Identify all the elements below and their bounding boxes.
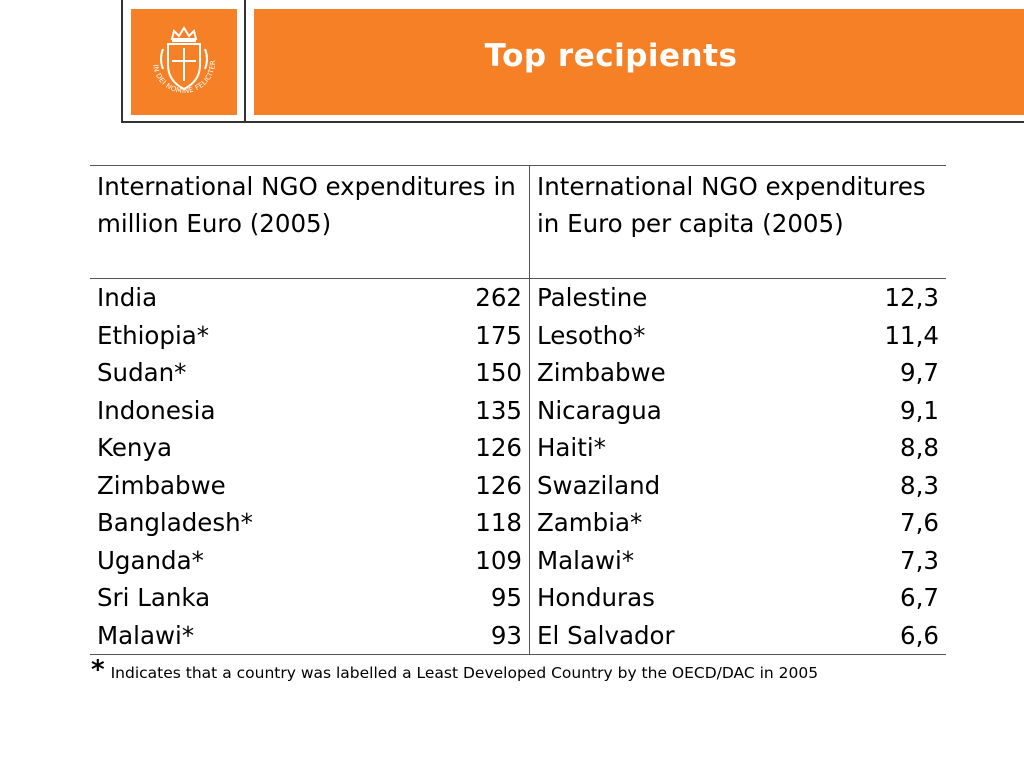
seal-icon: IN DEI NOMINE FELICITER bbox=[151, 26, 217, 95]
recipients-table: International NGO expenditures in millio… bbox=[90, 165, 946, 655]
header-frame bbox=[121, 0, 1024, 123]
table-row: Indonesia 135 Nicaragua 9,1 bbox=[90, 391, 946, 429]
left-country: Zimbabwe bbox=[97, 470, 226, 500]
right-value: 6,7 bbox=[900, 583, 939, 612]
table-row: Zimbabwe 126 Swaziland 8,3 bbox=[90, 466, 946, 504]
table-row: Sudan* 150 Zimbabwe 9,7 bbox=[90, 354, 946, 392]
table-header-row: International NGO expenditures in millio… bbox=[90, 165, 946, 279]
left-country: Sudan* bbox=[97, 358, 187, 387]
left-country: Malawi* bbox=[90, 616, 427, 655]
left-value: 109 bbox=[475, 545, 522, 575]
left-value: 118 bbox=[475, 508, 522, 537]
title-bar: Top recipients bbox=[254, 9, 1024, 115]
right-country: El Salvador bbox=[529, 616, 747, 655]
right-country: Zambia* bbox=[529, 504, 747, 542]
footnote-marker: * bbox=[91, 655, 105, 685]
left-value: 93 bbox=[427, 616, 530, 655]
table-row: India 262 Palestine 12,3 bbox=[90, 278, 946, 317]
right-value: 7,3 bbox=[900, 545, 939, 575]
table-row: Uganda* 109 Malawi* 7,3 bbox=[90, 541, 946, 579]
right-country: Zimbabwe bbox=[529, 354, 747, 392]
right-country: Malawi* bbox=[529, 541, 747, 579]
left-value: 126 bbox=[475, 433, 522, 462]
left-country: Sri Lanka bbox=[97, 583, 211, 612]
column-header-per-capita: International NGO expenditures in Euro p… bbox=[529, 165, 946, 279]
left-country: Ethiopia* bbox=[97, 320, 210, 350]
left-country: Bangladesh* bbox=[97, 508, 253, 537]
footnote-text: Indicates that a country was labelled a … bbox=[110, 664, 819, 682]
right-country: Honduras bbox=[529, 579, 747, 617]
left-country: Kenya bbox=[97, 433, 172, 462]
left-value: 95 bbox=[490, 583, 522, 612]
right-value: 8,8 bbox=[900, 433, 939, 462]
page-title: Top recipients bbox=[484, 38, 738, 74]
right-value: 7,6 bbox=[900, 508, 939, 537]
right-country: Haiti* bbox=[529, 429, 747, 467]
left-country: Uganda* bbox=[97, 545, 204, 575]
footnote: * Indicates that a country was labelled a… bbox=[91, 657, 818, 683]
table-row: Kenya 126 Haiti* 8,8 bbox=[90, 429, 946, 467]
right-value: 9,7 bbox=[900, 358, 939, 387]
left-value: 135 bbox=[475, 395, 522, 425]
right-value: 11,4 bbox=[884, 320, 939, 350]
left-country: Indonesia bbox=[97, 395, 216, 425]
right-value: 6,6 bbox=[747, 616, 946, 655]
right-value: 9,1 bbox=[900, 395, 939, 425]
left-value: 175 bbox=[475, 320, 522, 350]
table-row: Bangladesh* 118 Zambia* 7,6 bbox=[90, 504, 946, 542]
left-value: 126 bbox=[475, 470, 522, 500]
right-country: Nicaragua bbox=[529, 391, 747, 429]
university-logo: IN DEI NOMINE FELICITER bbox=[131, 9, 237, 115]
header-divider bbox=[244, 0, 246, 122]
right-country: Lesotho* bbox=[529, 316, 747, 354]
right-value: 12,3 bbox=[884, 283, 939, 312]
right-country: Palestine bbox=[529, 278, 747, 317]
table-row: Malawi* 93 El Salvador 6,6 bbox=[90, 616, 946, 655]
left-value: 262 bbox=[475, 283, 522, 312]
column-header-million-euro: International NGO expenditures in millio… bbox=[90, 165, 530, 279]
left-country: India bbox=[97, 283, 158, 312]
right-value: 8,3 bbox=[900, 470, 939, 500]
right-country: Swaziland bbox=[529, 466, 747, 504]
left-value: 150 bbox=[475, 358, 522, 387]
table-row: Ethiopia* 175 Lesotho* 11,4 bbox=[90, 316, 946, 354]
table-row: Sri Lanka 95 Honduras 6,7 bbox=[90, 579, 946, 617]
